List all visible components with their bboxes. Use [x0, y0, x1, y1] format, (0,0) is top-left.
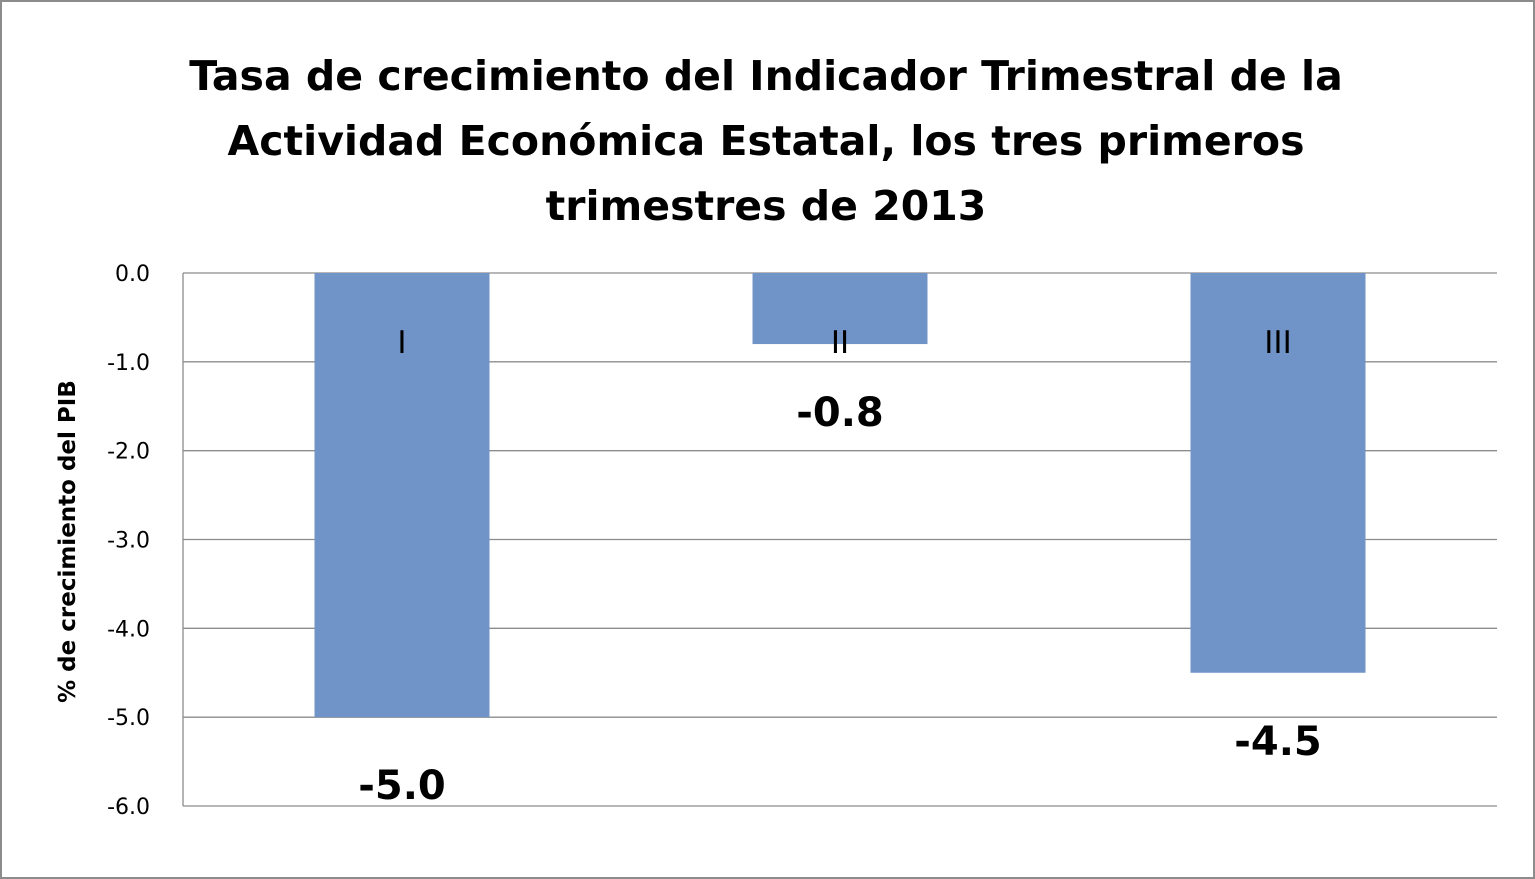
bar-labels: I -5.0 II -0.8 III -4.5	[358, 325, 1321, 809]
bars	[314, 273, 1366, 718]
y-tick-label: -2.0	[107, 440, 150, 465]
category-label: II	[831, 325, 849, 361]
y-tick-label: 0.0	[115, 262, 150, 287]
y-tick-label: -3.0	[107, 529, 150, 554]
chart-title-line-3: trimestres de 2013	[545, 182, 987, 230]
chart-title-line-1: Tasa de crecimiento del Indicador Trimes…	[189, 52, 1343, 100]
category-label: I	[397, 325, 406, 361]
bar	[314, 273, 490, 718]
y-tick-label: -4.0	[107, 617, 150, 642]
y-tick-labels: 0.0 -1.0 -2.0 -3.0 -4.0 -5.0 -6.0	[107, 262, 150, 820]
chart-title-line-2: Actividad Económica Estatal, los tres pr…	[227, 117, 1305, 165]
category-label: III	[1264, 325, 1291, 361]
y-tick-label: -1.0	[107, 351, 150, 376]
bar	[1190, 273, 1366, 673]
data-label: -0.8	[796, 390, 883, 436]
data-label: -5.0	[358, 763, 445, 809]
y-tick-label: -6.0	[107, 795, 150, 820]
bar	[752, 273, 928, 345]
y-tick-label: -5.0	[107, 706, 150, 731]
data-label: -4.5	[1234, 719, 1321, 765]
chart-title: Tasa de crecimiento del Indicador Trimes…	[90, 44, 1442, 239]
y-axis-title: % de crecimiento del PIB	[55, 380, 81, 703]
